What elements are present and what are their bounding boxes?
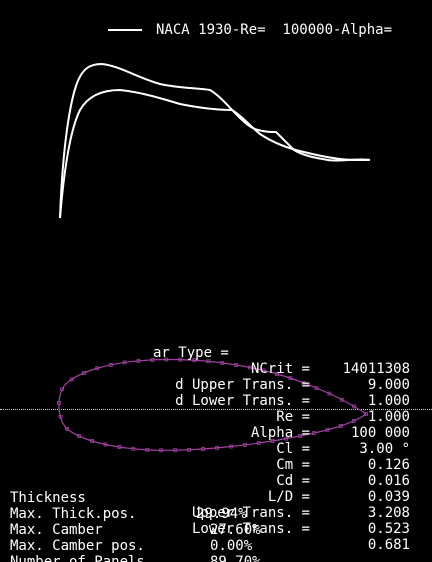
param-label: Alpha = (250, 425, 310, 441)
geom-row-thickness: Thickness 29.94% (10, 474, 247, 522)
param-row-cl: Cl = 0.126 (0, 425, 432, 473)
geom-row-max-camber: Max. Camber 0.00% (10, 506, 252, 554)
param-value: 3.208 (367, 505, 410, 521)
param-label: NCrit = (250, 361, 310, 377)
param-value: 9.000 (367, 377, 410, 393)
legend-label: NACA 1930-Re= 100000-Alpha= (156, 22, 393, 38)
param-label: d Lower Trans. = (175, 393, 310, 409)
geom-value: 89.70% (210, 554, 261, 562)
param-label: Cd = (276, 473, 310, 489)
param-value: 0.016 (367, 473, 410, 489)
param-row-polar-type: ar Type = 14011308 (0, 329, 432, 377)
airfoil-geometry: Thickness 29.94% Max. Thick.pos. 27.60% … (10, 474, 261, 562)
geom-value: 27.60% (210, 522, 261, 538)
geom-label: Max. Camber pos. (10, 538, 145, 554)
cp-curves (59, 62, 371, 219)
geom-label: Max. Camber (10, 522, 103, 538)
param-value: 0.681 (367, 537, 410, 553)
geom-row-max-thick-pos: Max. Thick.pos. 27.60% (10, 490, 261, 538)
geom-value: 0.00% (210, 538, 253, 554)
geom-row-max-camber-pos: Max. Camber pos. 89.70% (10, 522, 261, 562)
param-value: 0.523 (367, 521, 410, 537)
param-row-lower-trans-pos: Lower Trans. = 0.681 (0, 505, 432, 553)
legend-line-swatch (108, 29, 142, 31)
param-row-lower-trans: d Lower Trans. = 1.000 (0, 377, 432, 425)
param-value: 1.000 (367, 409, 410, 425)
geom-label: Max. Thick.pos. (10, 506, 137, 522)
param-row-alpha: Alpha = 3.00 ° (0, 409, 432, 457)
geom-label: Number of Panels (10, 554, 145, 562)
cp-curve-upper (59, 62, 371, 219)
geom-value: 29.94% (196, 506, 247, 522)
param-label: d Upper Trans. = (175, 377, 310, 393)
param-label: L/D = (267, 489, 310, 505)
param-row-cm: Cm = 0.016 (0, 441, 432, 489)
param-row-upper-trans: d Upper Trans. = 1.000 (0, 361, 432, 409)
param-row-upper-trans-pos: Upper Trans. = 0.523 (0, 489, 432, 537)
param-label: Re = (276, 409, 310, 425)
param-row-ncrit: NCrit = 9.000 (0, 345, 432, 393)
polar-parameters: ar Type = 14011308 NCrit = 9.000 d Upper… (0, 329, 410, 553)
param-row-cd: Cd = 0.039 (0, 457, 432, 505)
param-row-re: Re = 100 000 (0, 393, 432, 441)
param-value: 3.00 ° (359, 441, 410, 457)
geom-row-panels: Number of Panels 49 (10, 538, 145, 562)
param-value: 100 000 (350, 425, 410, 441)
param-label: Lower Trans. = (191, 521, 310, 537)
param-value: 1.000 (367, 393, 410, 409)
param-label: Upper Trans. = (191, 505, 310, 521)
param-label: Cl = (276, 441, 310, 457)
param-label: ar Type = (153, 345, 229, 361)
cp-plot-panel[interactable]: NACA 1930-Re= 100000-Alpha= (10, 10, 424, 272)
param-value: 14011308 (342, 361, 410, 377)
param-value: 0.039 (367, 489, 410, 505)
geom-label: Thickness (10, 490, 86, 506)
param-value: 0.126 (367, 457, 410, 473)
param-row-ld: L/D = 3.208 (0, 473, 432, 521)
param-label: Cm = (276, 457, 310, 473)
cp-curve-lower (59, 88, 370, 219)
